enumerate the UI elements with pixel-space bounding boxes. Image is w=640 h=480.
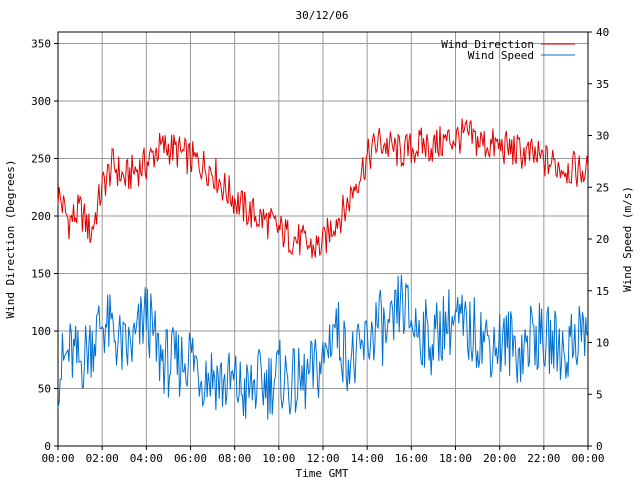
y-left-tick-label: 350 (31, 38, 51, 51)
y-left-tick-label: 250 (31, 153, 51, 166)
y-left-tick-label: 0 (44, 440, 51, 453)
y-right-tick-label: 15 (596, 285, 609, 298)
x-axis-label: Time GMT (296, 467, 349, 480)
x-tick-label: 18:00 (439, 452, 472, 465)
y-left-tick-label: 200 (31, 210, 51, 223)
series-line-wind-direction (57, 118, 589, 259)
y-right-tick-label: 30 (596, 130, 609, 143)
y-axis-label-right: Wind Speed (m/s) (621, 186, 634, 292)
grid (58, 32, 588, 446)
y-right-tick-label: 5 (596, 388, 603, 401)
y-left-tick-label: 300 (31, 95, 51, 108)
x-tick-label: 08:00 (218, 452, 251, 465)
x-tick-label: 06:00 (174, 452, 207, 465)
x-tick-label: 16:00 (395, 452, 428, 465)
chart-title: 30/12/06 (296, 9, 349, 22)
y-left-tick-label: 100 (31, 325, 51, 338)
series-group (57, 118, 589, 420)
y-left-tick-label: 150 (31, 268, 51, 281)
x-tick-label: 04:00 (130, 452, 163, 465)
legend-label: Wind Speed (468, 49, 534, 62)
y-right-tick-label: 25 (596, 181, 609, 194)
y-right-tick-label: 35 (596, 78, 609, 91)
x-tick-label: 20:00 (483, 452, 516, 465)
y-right-tick-label: 20 (596, 233, 609, 246)
x-tick-label: 02:00 (86, 452, 119, 465)
y-right-tick-label: 40 (596, 26, 609, 39)
x-tick-label: 00:00 (41, 452, 74, 465)
x-tick-label: 00:00 (571, 452, 604, 465)
y-right-tick-label: 0 (596, 440, 603, 453)
x-tick-label: 14:00 (351, 452, 384, 465)
x-tick-label: 10:00 (262, 452, 295, 465)
y-axis-label-left: Wind Direction (Degrees) (4, 160, 17, 319)
y-left-tick-label: 50 (38, 383, 51, 396)
axis-ticks: 00:00 02:00 04:00 06:00 08:00 10:00 12:00 14:00… (31, 26, 609, 465)
series-line-wind-speed (57, 274, 589, 420)
y-right-tick-label: 10 (596, 337, 609, 350)
x-tick-label: 12:00 (306, 452, 339, 465)
x-tick-label: 22:00 (527, 452, 560, 465)
legend-label: Wind Direction (441, 38, 534, 51)
